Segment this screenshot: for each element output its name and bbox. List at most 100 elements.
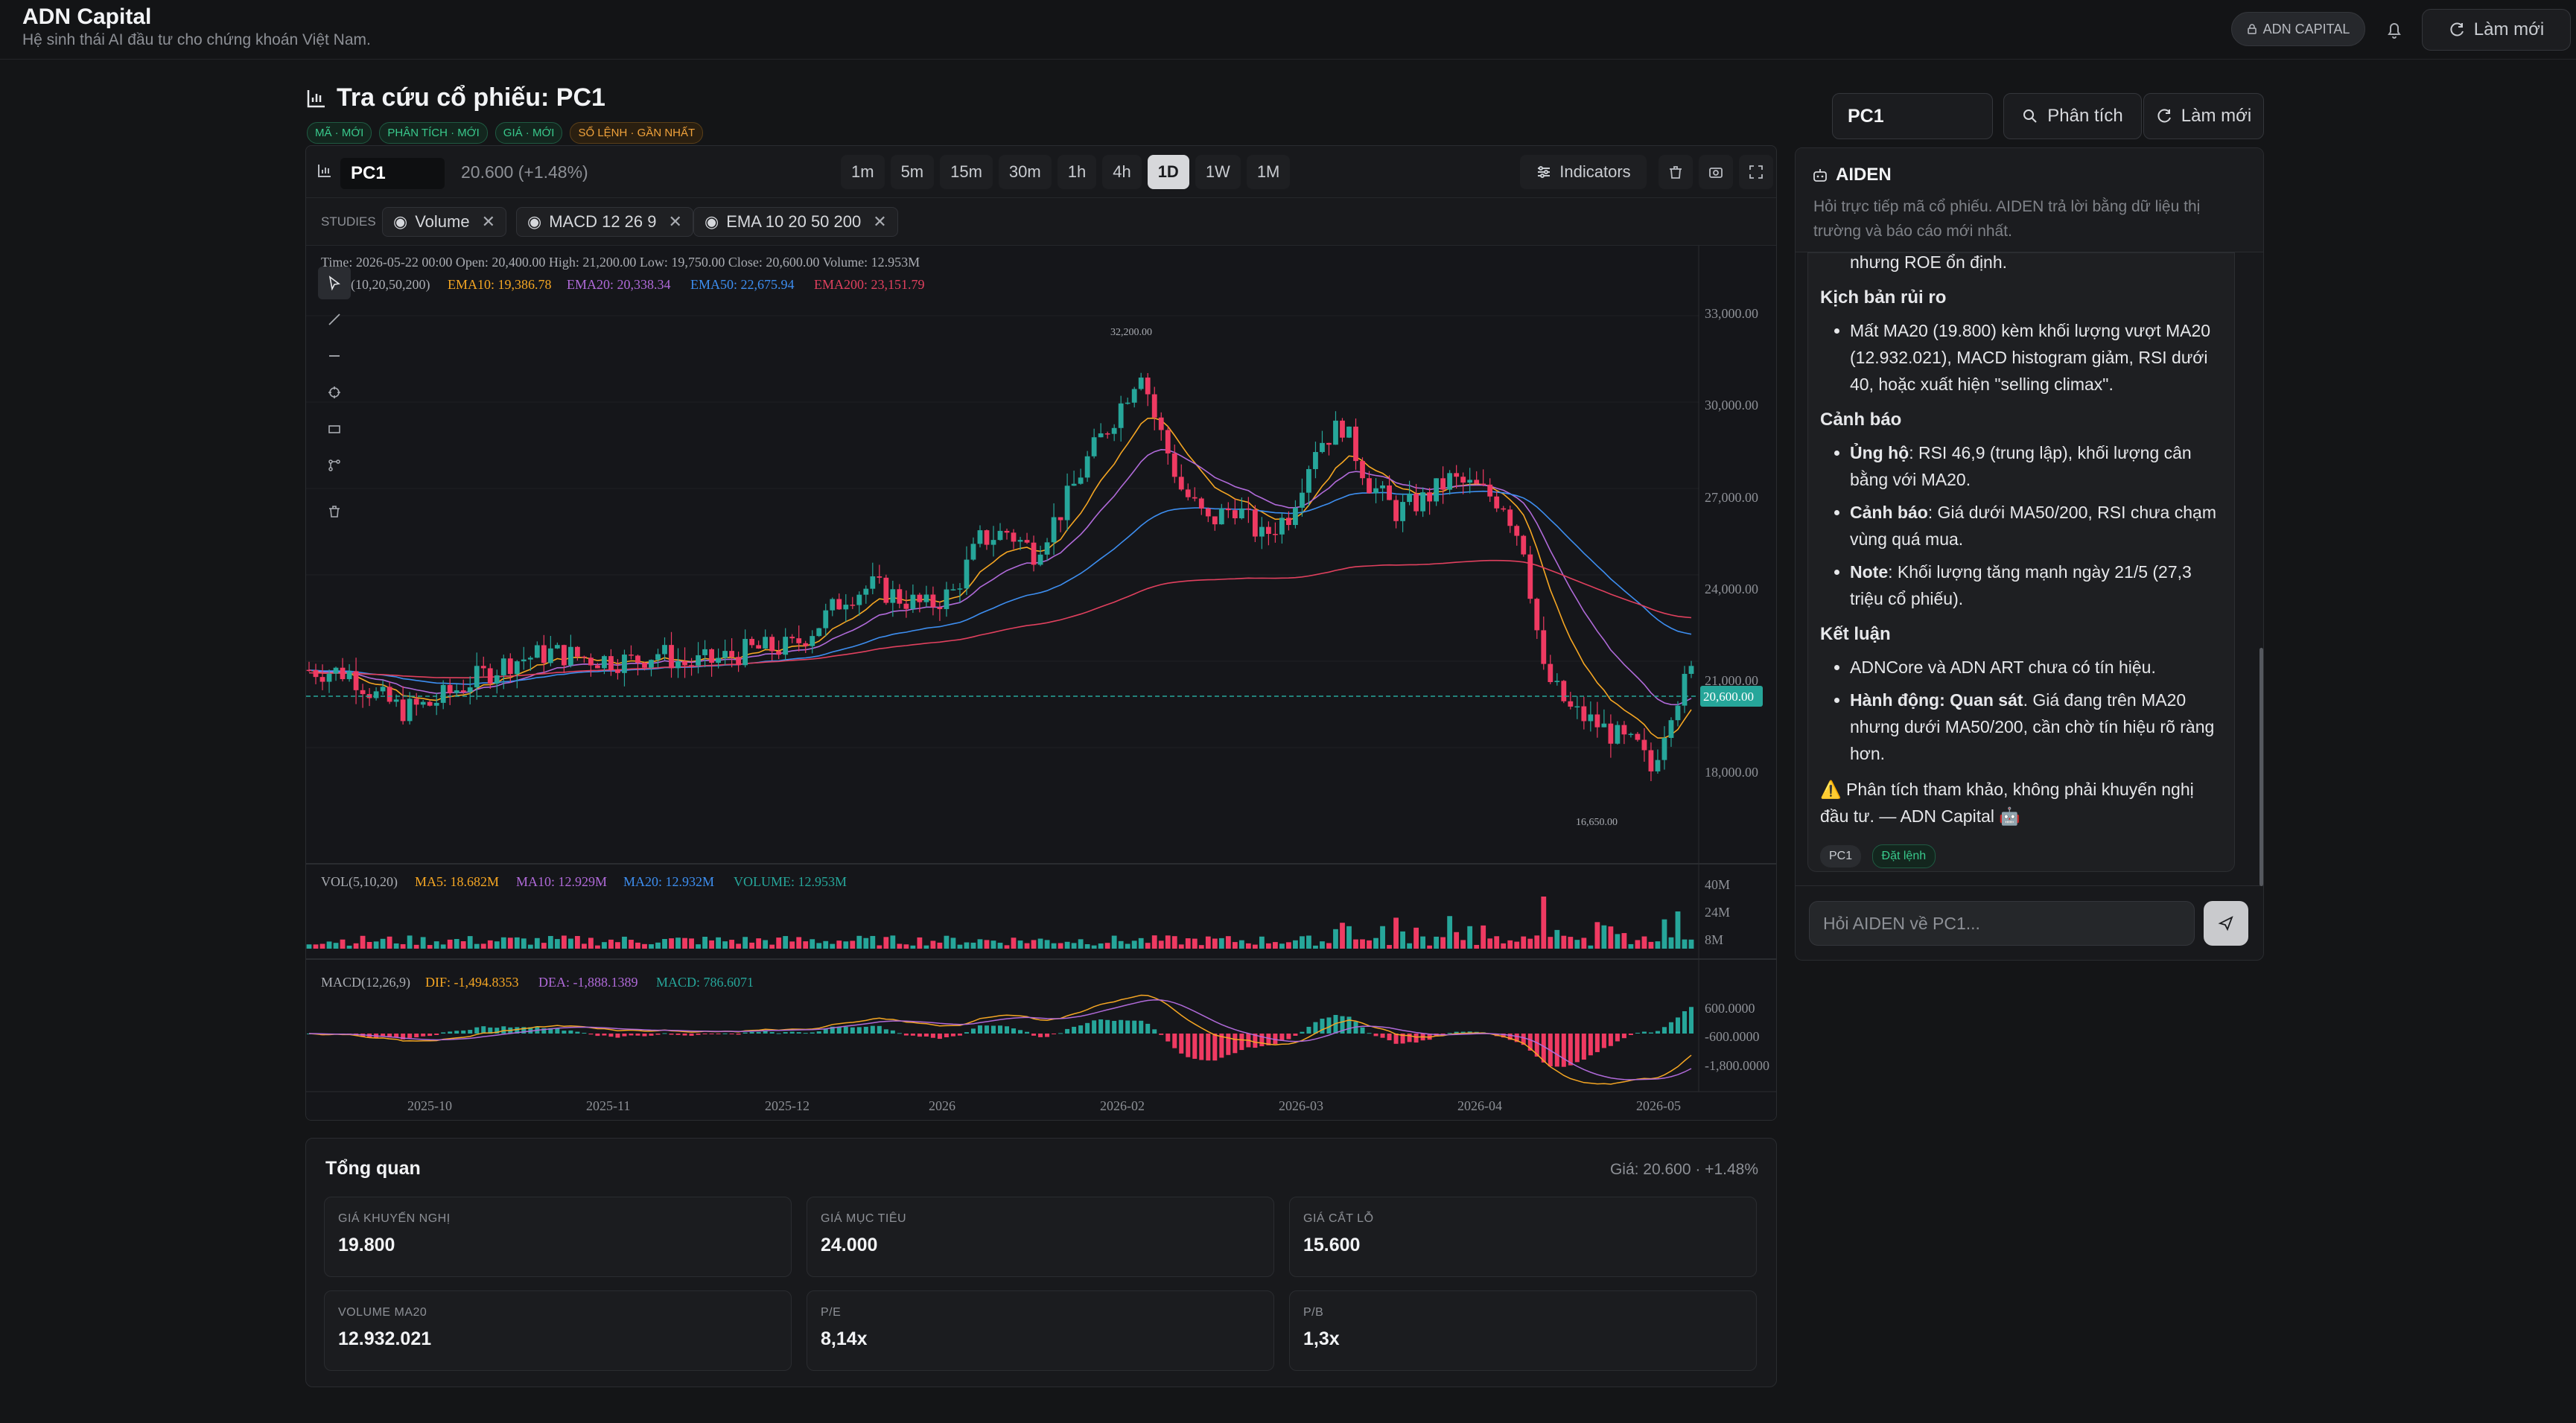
close-icon[interactable]: ✕ — [668, 212, 682, 231]
metric-label: VOLUME MA20 — [338, 1306, 427, 1319]
macd-bar — [555, 1028, 560, 1034]
candle — [427, 701, 433, 706]
volume-bar — [810, 939, 815, 949]
eye-icon[interactable]: ◉ — [705, 212, 719, 231]
timeframe-4h[interactable]: 4h — [1102, 155, 1142, 189]
candle — [467, 687, 473, 693]
account-badge[interactable]: ADN CAPITAL — [2231, 12, 2365, 46]
close-icon[interactable]: ✕ — [481, 212, 496, 231]
bell-icon[interactable] — [2379, 15, 2409, 45]
order-pill[interactable]: Đặt lệnh — [1871, 844, 1936, 868]
volume-bar — [622, 936, 627, 949]
candle — [1373, 488, 1378, 494]
macd-bar — [387, 1034, 392, 1038]
timeframe-1mo[interactable]: 1M — [1246, 155, 1291, 189]
candle — [1641, 739, 1647, 751]
volume-bar — [883, 937, 889, 949]
candle — [440, 684, 446, 703]
eye-icon[interactable]: ◉ — [393, 212, 408, 231]
fibonacci-icon[interactable] — [318, 449, 351, 482]
ema50-line — [308, 490, 1692, 685]
macd-bar — [1092, 1020, 1097, 1034]
price-chart[interactable]: Time: 2026-05-22 00:00 Open: 20,400.00 H… — [306, 246, 1777, 1121]
volume-bar — [1138, 937, 1144, 949]
fullscreen-icon[interactable] — [1739, 155, 1773, 189]
aiden-scrollbar[interactable] — [2259, 648, 2263, 886]
volume-bar — [1111, 935, 1117, 949]
timeframe-15m[interactable]: 15m — [940, 155, 993, 189]
candle — [675, 661, 681, 669]
volume-bar — [702, 937, 707, 949]
study-chip-macd[interactable]: ◉ MACD 12 26 9 ✕ — [516, 207, 693, 237]
candle — [1655, 760, 1661, 771]
metric-pb: P/B 1,3x — [1289, 1290, 1757, 1371]
symbol-pill[interactable]: PC1 — [1820, 845, 1862, 868]
metric-target-price: GIÁ MỤC TIÊU 24.000 — [807, 1197, 1274, 1277]
macd-bar — [1340, 1016, 1345, 1034]
ask-aiden-input[interactable]: Hỏi AIDEN về PC1... — [1809, 901, 2195, 946]
candle — [970, 544, 976, 560]
timeframe-1m[interactable]: 1m — [841, 155, 885, 189]
candle — [729, 651, 735, 658]
cursor-icon[interactable] — [318, 267, 351, 299]
candle — [494, 675, 500, 684]
metric-stop-loss: GIÁ CẮT LỖ 15.600 — [1289, 1197, 1757, 1277]
candle — [1084, 456, 1090, 478]
candle — [1300, 492, 1305, 508]
volume-bar — [433, 941, 439, 949]
chart-price-change: 20.600 (+1.48%) — [461, 162, 588, 182]
volume-bar — [1661, 919, 1667, 949]
x-tick: 2026-05 — [1636, 1098, 1681, 1113]
macd-bar — [1226, 1034, 1231, 1055]
candle — [736, 657, 742, 666]
candle — [830, 599, 836, 611]
candle — [964, 559, 970, 589]
volume-bar — [595, 945, 600, 949]
candle — [447, 684, 453, 693]
volume-bar — [1306, 935, 1311, 949]
chart-symbol-input[interactable]: PC1 — [340, 158, 445, 189]
analyze-button[interactable]: Phân tích — [2003, 93, 2142, 139]
macd-bar — [501, 1026, 506, 1034]
rectangle-icon[interactable] — [318, 413, 351, 445]
macd-bar — [856, 1027, 862, 1034]
macd-bar — [1219, 1034, 1224, 1058]
camera-icon[interactable] — [1699, 155, 1733, 189]
timeframe-1w[interactable]: 1W — [1195, 155, 1241, 189]
macd-bar — [1393, 1034, 1399, 1044]
timeframe-1d[interactable]: 1D — [1147, 155, 1189, 189]
symbol-search-input[interactable]: PC1 — [1832, 93, 1993, 139]
macd-bar — [783, 1032, 788, 1034]
volume-bar — [447, 939, 453, 949]
timeframe-5m[interactable]: 5m — [890, 155, 935, 189]
indicators-button[interactable]: Indicators — [1520, 155, 1647, 189]
candle — [360, 690, 366, 695]
study-chip-volume[interactable]: ◉ Volume ✕ — [382, 207, 507, 237]
crosshair-icon[interactable] — [318, 376, 351, 409]
macd-bar — [421, 1034, 426, 1037]
macd-bar — [1259, 1034, 1265, 1047]
delete-drawings-icon[interactable] — [318, 495, 351, 528]
send-button[interactable] — [2204, 901, 2248, 946]
volume-bar — [1171, 936, 1177, 949]
eye-icon[interactable]: ◉ — [527, 212, 542, 231]
trendline-icon[interactable] — [318, 303, 351, 336]
volume-bar — [1494, 936, 1500, 949]
refresh-button[interactable]: Làm mới — [2143, 93, 2264, 139]
candle — [1367, 478, 1372, 494]
candle — [1561, 681, 1567, 701]
macd-bar — [381, 1034, 386, 1037]
refresh-icon — [2157, 109, 2171, 123]
study-chip-ema[interactable]: ◉ EMA 10 20 50 200 ✕ — [693, 207, 898, 237]
timeframe-1h[interactable]: 1h — [1057, 155, 1097, 189]
volume-bar — [541, 943, 547, 949]
close-icon[interactable]: ✕ — [873, 212, 887, 231]
price-tick: 30,000.00 — [1705, 398, 1758, 413]
timeframe-30m[interactable]: 30m — [998, 155, 1052, 189]
header-refresh-button[interactable]: Làm mới — [2422, 9, 2571, 51]
horizontal-line-icon[interactable] — [318, 340, 351, 372]
chart-type-icon[interactable] — [317, 162, 333, 182]
trash-icon[interactable] — [1659, 155, 1693, 189]
volume-bar — [581, 943, 587, 949]
candle — [541, 645, 547, 663]
